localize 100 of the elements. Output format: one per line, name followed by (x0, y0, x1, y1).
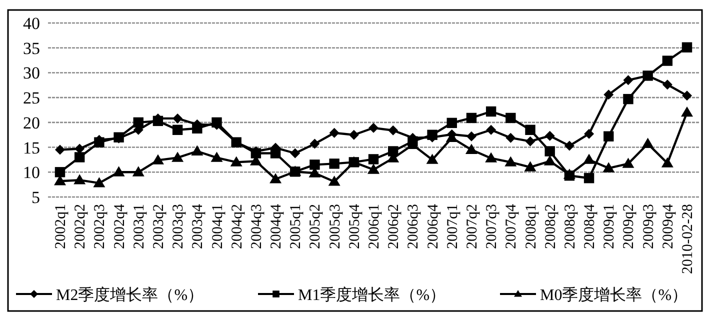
point (486, 124, 496, 135)
point (55, 144, 65, 155)
x-tick-label: 2005q1 (288, 204, 304, 249)
point (230, 156, 242, 166)
point (74, 144, 85, 154)
point (622, 158, 634, 168)
point (602, 162, 615, 172)
point (368, 154, 379, 164)
y-tick-label: 15 (23, 138, 40, 158)
x-tick-label: 2004q3 (248, 204, 265, 249)
x-tick-label: 2003q1 (131, 204, 148, 249)
point (192, 123, 202, 134)
point (525, 124, 536, 135)
point (132, 166, 144, 176)
y-tick-label: 30 (23, 64, 40, 83)
point (583, 154, 596, 164)
x-tick-label: 2006q2 (386, 204, 402, 249)
point (74, 152, 85, 162)
point (388, 125, 398, 136)
point (662, 80, 672, 90)
x-tick-label: 2005q2 (308, 204, 324, 249)
y-tick-label: 20 (23, 113, 40, 132)
point (368, 122, 378, 133)
point (584, 128, 594, 139)
point (54, 167, 66, 178)
point (310, 160, 320, 170)
x-tick-label: 2006q3 (406, 204, 422, 249)
point (544, 155, 556, 166)
point (466, 112, 477, 124)
point (231, 137, 242, 148)
x-tick-label: 2006q4 (425, 204, 442, 249)
point (270, 148, 281, 158)
point (74, 174, 86, 184)
point (348, 130, 359, 140)
x-tick-label: 2004q4 (268, 204, 285, 249)
x-tick-label: 2003q2 (150, 204, 167, 249)
x-tick-label: 2007q1 (444, 204, 461, 249)
x-tick-label: 2007q4 (504, 204, 520, 249)
point (310, 138, 320, 149)
point (642, 70, 653, 81)
point (623, 75, 634, 86)
point (270, 173, 282, 184)
x-tick-label: 2008q3 (562, 204, 578, 249)
point (427, 130, 438, 140)
point (368, 164, 380, 174)
point (662, 56, 673, 66)
point (446, 118, 457, 128)
y-tick-label: 25 (23, 88, 40, 108)
point (290, 148, 300, 158)
point (524, 161, 536, 172)
x-tick-label: 2002q3 (92, 204, 108, 249)
x-tick-label: 2009q2 (621, 204, 638, 249)
x-tick-label: 2006q1 (366, 204, 382, 249)
x-tick-label: 2009q1 (602, 204, 618, 249)
y-tick-label: 35 (23, 38, 40, 58)
point (172, 152, 184, 162)
point (112, 166, 125, 176)
point (564, 140, 574, 151)
point (172, 124, 183, 135)
y-tick-label: 40 (23, 14, 40, 33)
point (329, 128, 340, 138)
point (133, 117, 144, 128)
point (604, 90, 614, 100)
point (94, 137, 104, 148)
point (623, 94, 634, 104)
point (93, 177, 106, 188)
point (681, 106, 693, 117)
x-tick-label: 2002q4 (112, 204, 128, 249)
point (485, 152, 498, 162)
x-tick-label: 2004q1 (210, 204, 226, 249)
point (191, 145, 204, 156)
y-tick-label: 10 (23, 163, 40, 182)
point (504, 156, 517, 166)
x-tick-label: 2007q3 (484, 204, 500, 249)
x-tick-label: 2002q1 (53, 204, 69, 249)
point (525, 136, 536, 146)
y-tick-label: 5 (32, 188, 40, 207)
point (544, 130, 555, 141)
x-tick-label: 2010-02-28 (680, 204, 696, 274)
x-tick-label: 2004q2 (229, 204, 246, 249)
point (642, 138, 654, 148)
x-tick-label: 2003q3 (170, 204, 187, 249)
point (466, 131, 476, 142)
point (661, 157, 674, 168)
point (506, 112, 516, 124)
point (584, 173, 594, 184)
point (328, 176, 340, 186)
x-tick-label: 2008q1 (523, 204, 540, 249)
point (486, 106, 496, 117)
x-tick-label: 2002q2 (72, 204, 89, 249)
point (682, 90, 692, 101)
x-tick-label: 2007q2 (464, 204, 480, 249)
x-tick-label: 2008q4 (582, 204, 598, 249)
legend-label: M1季度增长率（%） (298, 286, 446, 304)
point (604, 131, 614, 142)
point (682, 42, 692, 52)
point (152, 154, 164, 164)
point (426, 154, 438, 164)
x-tick-label: 2008q2 (542, 204, 559, 249)
point (544, 146, 555, 156)
